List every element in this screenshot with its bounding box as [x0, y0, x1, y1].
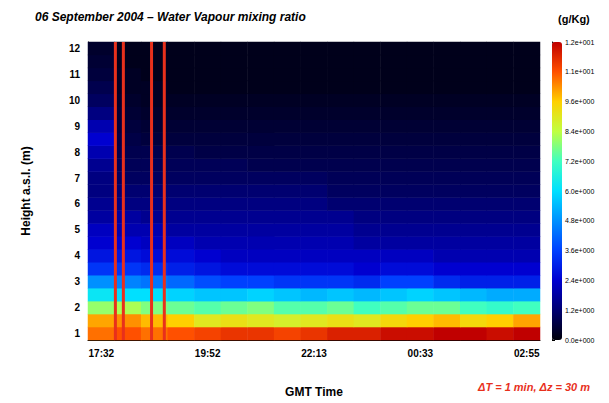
svg-text:00:33: 00:33 [408, 348, 434, 359]
svg-text:3.6e+000: 3.6e+000 [565, 247, 594, 254]
svg-text:ΔT = 1 min, Δz = 30 m: ΔT = 1 min, Δz = 30 m [477, 381, 590, 393]
svg-text:22:13: 22:13 [301, 348, 327, 359]
svg-text:0.0e+000: 0.0e+000 [565, 337, 594, 344]
svg-text:7.2e+000: 7.2e+000 [565, 158, 594, 165]
svg-text:8: 8 [74, 147, 80, 158]
svg-text:9: 9 [74, 121, 80, 132]
svg-text:1.2e+000: 1.2e+000 [565, 307, 594, 314]
svg-text:12: 12 [69, 43, 81, 54]
svg-text:GMT Time: GMT Time [285, 385, 343, 399]
svg-text:06 September 2004 – Water Vapo: 06 September 2004 – Water Vapour mixing … [35, 10, 306, 24]
svg-text:Height a.s.l. (m): Height a.s.l. (m) [19, 146, 33, 235]
svg-text:02:55: 02:55 [514, 348, 540, 359]
svg-text:8.4e+000: 8.4e+000 [565, 128, 594, 135]
svg-text:5: 5 [74, 224, 80, 235]
svg-text:6.0e+000: 6.0e+000 [565, 188, 594, 195]
svg-text:(g/Kg): (g/Kg) [558, 13, 590, 25]
svg-text:1: 1 [74, 328, 80, 339]
svg-text:2: 2 [74, 302, 80, 313]
svg-text:11: 11 [69, 69, 80, 80]
svg-text:2.4e+000: 2.4e+000 [565, 277, 594, 284]
svg-text:19:52: 19:52 [195, 348, 221, 359]
svg-text:17:32: 17:32 [89, 348, 115, 359]
svg-text:7: 7 [74, 173, 80, 184]
svg-text:9.6e+000: 9.6e+000 [565, 98, 594, 105]
svg-text:3: 3 [74, 276, 80, 287]
svg-text:6: 6 [74, 198, 80, 209]
svg-text:10: 10 [69, 95, 81, 106]
svg-text:1.2e+001: 1.2e+001 [565, 39, 594, 46]
svg-text:4: 4 [74, 250, 80, 261]
svg-text:4.8e+000: 4.8e+000 [565, 217, 594, 224]
svg-text:1.1e+001: 1.1e+001 [565, 68, 594, 75]
